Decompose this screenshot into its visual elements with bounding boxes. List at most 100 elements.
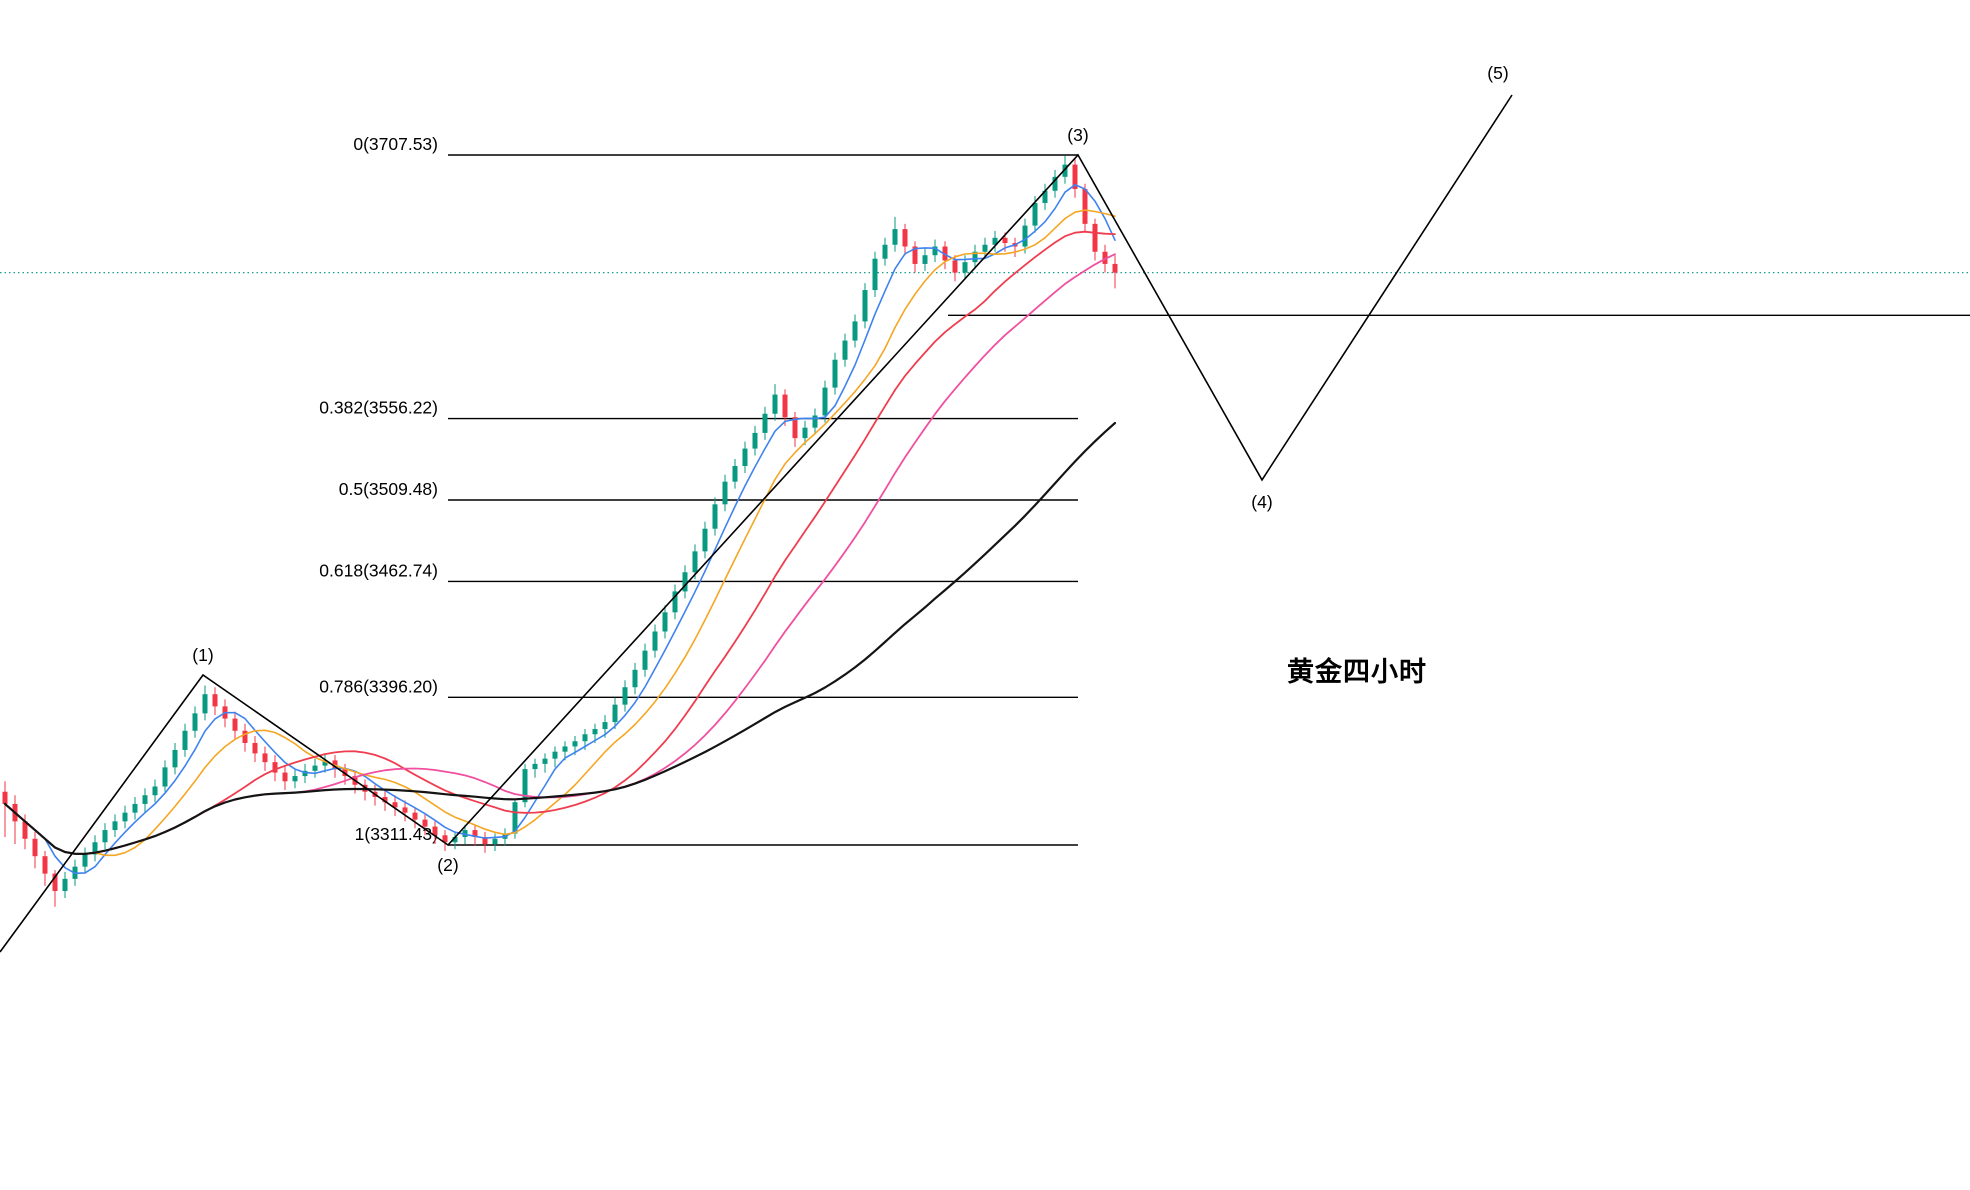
candle-body (52, 873, 58, 892)
candle-body (22, 821, 28, 839)
candle-body (882, 244, 888, 259)
candle-body (812, 415, 818, 428)
wave-label: (1) (192, 645, 213, 665)
candle-body (312, 765, 318, 771)
candle-body (92, 842, 98, 855)
wave-polyline (0, 94, 1513, 953)
candle-body (962, 262, 968, 273)
candle-body (792, 417, 798, 439)
candle-body (1092, 223, 1098, 252)
candle-body (242, 730, 248, 743)
candle-body (1032, 202, 1038, 226)
candle-body (762, 413, 768, 433)
candle-body (422, 819, 428, 827)
candle-body (872, 258, 878, 291)
candle-body (192, 713, 198, 731)
candle-body (622, 687, 628, 705)
candle-body (432, 826, 438, 836)
candle-body (452, 837, 458, 843)
fib-level-label: 0.618(3462.74) (319, 560, 438, 580)
candle-body (412, 812, 418, 820)
candle-body (162, 767, 168, 787)
candle-body (692, 551, 698, 573)
fib-level-label: 0.5(3509.48) (339, 479, 438, 499)
candle-body (732, 465, 738, 482)
ma20-line (4, 230, 1116, 855)
fib-level-label: 1(3311.43) (355, 824, 438, 844)
candle-body (562, 746, 568, 752)
candle-body (442, 835, 448, 843)
candle-body (132, 803, 138, 813)
candle-body (602, 722, 608, 730)
candle-body (902, 229, 908, 247)
candle-body (492, 838, 498, 845)
candle-body (662, 612, 668, 632)
candle-body (512, 802, 518, 834)
candle-body (1042, 190, 1048, 203)
candle-body (912, 246, 918, 264)
candle-body (1062, 164, 1068, 177)
wave-label: (5) (1487, 63, 1508, 83)
candle-body (202, 694, 208, 714)
candle-body (152, 786, 158, 796)
candle-body (632, 669, 638, 688)
candle-body (2, 791, 8, 804)
candle-body (832, 359, 838, 388)
candle-body (922, 255, 928, 264)
candle-body (382, 796, 388, 803)
candle-body (652, 631, 658, 651)
candle-body (932, 246, 938, 256)
candle-body (182, 730, 188, 750)
ma5-line (4, 184, 1116, 875)
ma60-line (3, 421, 1117, 856)
candle-body (722, 481, 728, 505)
candle-body (682, 572, 688, 592)
ma10-line (4, 209, 1116, 857)
candle-body (1082, 189, 1088, 224)
candle-body (1052, 176, 1058, 191)
candle-body (302, 770, 308, 777)
candle-body (772, 394, 778, 414)
candle-body (712, 504, 718, 529)
candle-body (122, 812, 128, 822)
candle-body (1022, 225, 1028, 247)
candle-body (582, 734, 588, 742)
wave-label: (2) (437, 855, 458, 875)
candle-body (482, 837, 488, 845)
fib-retracement: 0(3707.53) 0.382(3556.22) 0.5(3509.48) 0.61… (319, 134, 1078, 846)
candle-body (522, 769, 528, 803)
candle-body (472, 830, 478, 838)
candle-body (232, 718, 238, 731)
candle-body (532, 763, 538, 770)
candle-body (1072, 164, 1078, 190)
candle-body (62, 878, 68, 892)
candle-body (802, 427, 808, 439)
candle-body (702, 528, 708, 552)
chart-title: 黄金四小时 (1287, 657, 1427, 687)
candlestick-series (2, 155, 1118, 907)
candle-body (82, 854, 88, 867)
candle-body (42, 856, 48, 874)
candle-body (252, 742, 258, 754)
fib-level-label: 0.786(3396.20) (319, 676, 438, 696)
moving-average-lines (3, 184, 1117, 875)
candle-body (982, 244, 988, 252)
candle-body (292, 776, 298, 782)
candle-body (542, 758, 548, 764)
candle-body (592, 729, 598, 735)
candle-body (112, 821, 118, 831)
candle-body (862, 290, 868, 322)
candle-body (322, 760, 328, 766)
candle-body (1002, 237, 1008, 244)
candle-body (822, 387, 828, 416)
candle-body (942, 246, 948, 261)
candle-body (892, 229, 898, 245)
candle-body (952, 260, 958, 273)
candle-body (572, 741, 578, 747)
candle-body (212, 694, 218, 707)
candle-body (852, 321, 858, 341)
candle-body (1112, 263, 1118, 273)
candle-body (842, 340, 848, 360)
